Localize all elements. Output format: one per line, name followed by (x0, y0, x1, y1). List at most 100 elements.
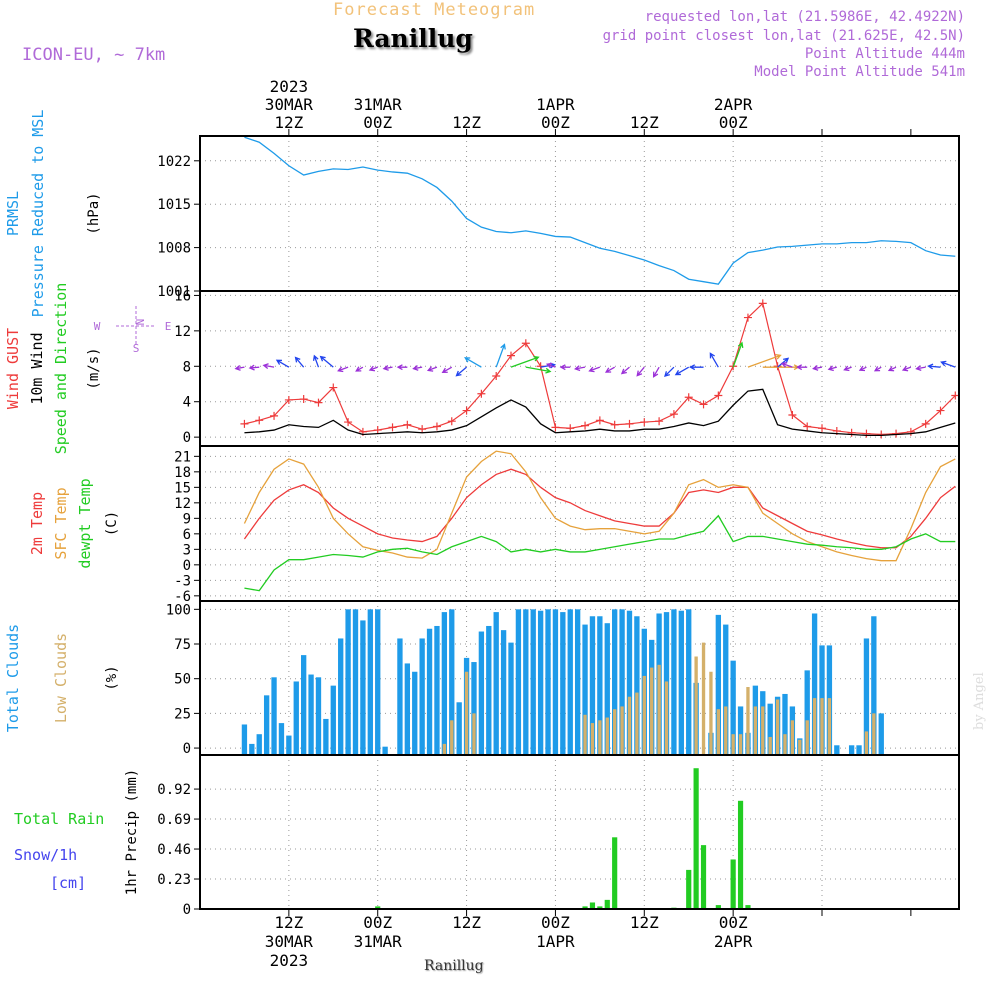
low-cloud-bar (627, 696, 632, 755)
axis-label: PRMSL (4, 191, 22, 236)
total-cloud-bar (604, 623, 610, 755)
wind-direction-arrow (234, 365, 245, 371)
low-cloud-bar (464, 671, 469, 755)
wind-direction-arrow (441, 366, 453, 374)
total-cloud-bar (486, 625, 492, 755)
wind-direction-arrow (901, 365, 912, 372)
rain-bar (597, 906, 603, 909)
y-tick-label: 0.46 (157, 842, 191, 858)
top-time-label: 2023 (270, 77, 309, 96)
wind-direction-arrow (843, 365, 852, 372)
total-cloud-bar (515, 609, 522, 755)
temp-series-1 (243, 450, 956, 562)
y-tick-label: 100 (166, 602, 191, 618)
low-cloud-bar (620, 706, 624, 755)
panel-precip: 0 0.23 0.46 0.69 0.92 Total Rain Snow/1h [cm] 1h… (14, 754, 960, 918)
low-cloud-bar (657, 664, 661, 755)
rain-bar (737, 800, 744, 909)
total-cloud-bar (530, 609, 536, 755)
rain-bar (745, 905, 751, 909)
y-tick-label: 50 (174, 672, 191, 688)
y-tick-label: 12 (174, 496, 191, 512)
low-cloud-bar (790, 720, 795, 755)
low-cloud-bar (783, 734, 787, 755)
low-cloud-bar (472, 713, 476, 755)
total-cloud-bar (345, 609, 351, 755)
top-time-label: 31MAR (354, 95, 403, 114)
y-tick-label: 0.69 (157, 812, 191, 828)
gust-marker (936, 406, 945, 415)
wind-direction-arrow (915, 365, 926, 372)
axis-unit: (hPa) (86, 192, 102, 234)
gust-marker (551, 423, 560, 432)
total-cloud-bar (330, 685, 336, 755)
total-cloud-bar (523, 609, 529, 755)
bottom-time-label: 1APR (536, 932, 575, 951)
total-cloud-bar (804, 670, 810, 755)
y-tick-label: 21 (174, 449, 191, 465)
axis-label: Total Clouds (4, 624, 22, 732)
wind-direction-arrow (689, 364, 704, 371)
gust-marker (240, 419, 249, 428)
panel-wind: 0 4 8 12 16 N W E S Wind GUST 10m Wind Speed and Di… (4, 283, 960, 455)
total-cloud-bar (263, 695, 270, 755)
gust-marker (758, 299, 767, 308)
top-time-label: 2APR (714, 95, 753, 114)
y-tick-label: 0 (183, 558, 191, 574)
total-cloud-bar (508, 642, 514, 755)
total-cloud-bar (500, 630, 507, 755)
wind-direction-arrow (464, 357, 482, 368)
y-tick-label: 1008 (157, 241, 191, 257)
wind-direction-arrow (426, 366, 438, 372)
panel-clouds: 0 25 50 75 100 Total Clouds Low Clouds (%) (4, 600, 960, 757)
wind-direction-arrow (275, 359, 290, 368)
requested-coordinates: requested lon,lat (21.5986E, 42.4922N) (644, 9, 965, 25)
top-time-label: 30MAR (265, 95, 314, 114)
panel-frame (199, 135, 960, 292)
low-cloud-bar (642, 675, 646, 755)
gust-marker (892, 429, 901, 438)
total-cloud-bar (597, 616, 603, 755)
model-name: ICON-EU, ~ 7km (22, 45, 166, 65)
total-cloud-bar (811, 613, 818, 755)
low-cloud-bar (635, 692, 639, 755)
bottom-time-label: 12Z (274, 913, 303, 932)
total-cloud-bar (382, 746, 388, 755)
compass-west: W (94, 320, 101, 333)
total-cloud-bar (434, 625, 440, 755)
compass-south: S (133, 342, 140, 355)
wind-direction-arrow (588, 366, 601, 373)
gust-marker (373, 426, 382, 435)
gust-marker (847, 428, 856, 437)
total-cloud-bar (271, 677, 277, 755)
total-cloud-bar (397, 638, 403, 755)
total-cloud-bar (871, 616, 877, 755)
rain-bar (693, 768, 699, 909)
gust-marker (669, 410, 678, 419)
wind-direction-arrow (664, 366, 675, 378)
total-cloud-bar (419, 638, 425, 755)
axis-label: Speed and Direction (52, 283, 70, 455)
gust-marker (270, 411, 279, 420)
axis-unit: (C) (104, 511, 120, 536)
wind-direction-arrow (604, 366, 615, 373)
top-time-label: 00Z (719, 113, 748, 132)
point-altitude: Point Altitude 444m (804, 46, 965, 62)
total-cloud-bar (367, 609, 373, 755)
axis-unit: (%) (104, 665, 120, 690)
top-time-label: 12Z (274, 113, 303, 132)
total-cloud-bar (375, 609, 381, 755)
low-cloud-bar (694, 656, 698, 755)
y-tick-label: 6 (183, 527, 191, 543)
low-cloud-bar (664, 681, 669, 755)
axis-label: dewpt Temp (76, 478, 94, 568)
gust-marker (595, 416, 604, 425)
wind-direction-arrow (873, 366, 882, 372)
gust-marker (773, 362, 782, 371)
rain-legend: Total Rain (14, 810, 104, 828)
footer-location: Ranillug (424, 958, 484, 974)
gust-marker (477, 389, 486, 398)
wind-direction-arrow (545, 362, 556, 369)
low-cloud-bar (605, 717, 609, 755)
gust-marker (699, 400, 708, 409)
